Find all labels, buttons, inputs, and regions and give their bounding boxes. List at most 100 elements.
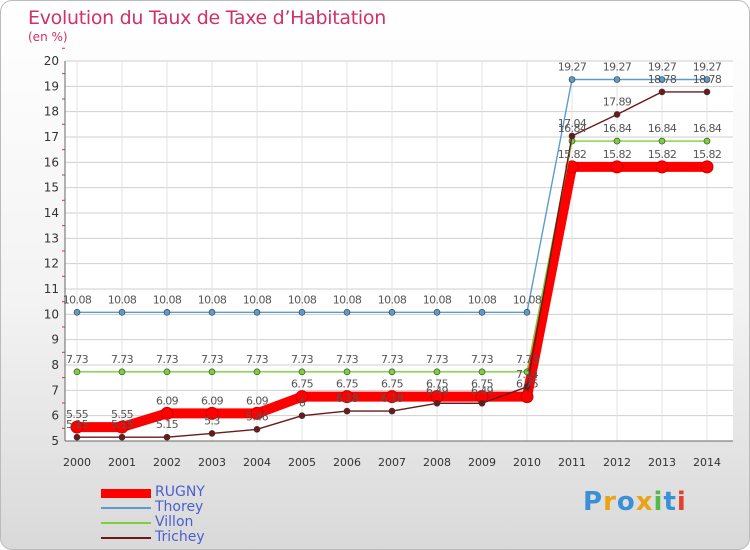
data-point	[385, 390, 399, 404]
y-tick-label: 8	[51, 358, 59, 372]
data-label: 6.49	[471, 384, 494, 397]
data-point	[73, 433, 81, 441]
data-label: 6.75	[381, 378, 404, 391]
data-point	[70, 420, 84, 434]
data-label: 18.78	[648, 73, 677, 86]
data-label: 10.08	[468, 293, 497, 306]
data-point	[163, 368, 171, 376]
data-point	[253, 426, 261, 433]
data-label: 10.08	[513, 293, 542, 306]
y-tick-label: 20	[44, 54, 59, 68]
data-point	[568, 76, 576, 83]
data-label: 5.15	[66, 418, 89, 431]
y-tick-label: 19	[44, 79, 59, 93]
data-point	[295, 390, 309, 404]
x-tick-label: 2002	[153, 456, 181, 469]
legend-label: Villon	[155, 514, 194, 530]
data-label: 6.18	[381, 392, 404, 405]
data-label: 16.84	[558, 122, 587, 135]
data-point	[163, 433, 171, 441]
y-tick-label: 14	[44, 206, 59, 220]
data-label: 6.75	[516, 378, 539, 391]
y-tick-label: 15	[44, 181, 59, 195]
y-tick-label: 13	[44, 231, 59, 245]
x-tick-label: 2011	[558, 456, 586, 469]
data-point	[388, 368, 396, 376]
data-point	[343, 309, 351, 316]
data-point	[253, 368, 261, 376]
brand-letter: r	[603, 487, 617, 517]
data-label: 10.08	[63, 293, 92, 306]
data-point	[613, 137, 621, 145]
data-point	[250, 406, 264, 420]
data-point	[610, 160, 624, 174]
data-label: 5.15	[156, 418, 179, 431]
x-tick-label: 2009	[468, 456, 496, 469]
legend-swatch	[101, 537, 151, 539]
brand-letter: t	[663, 487, 677, 517]
y-tick-label: 17	[44, 130, 59, 144]
data-point	[73, 309, 81, 316]
legend-label: Thorey	[155, 499, 204, 515]
x-tick-label: 2012	[603, 456, 631, 469]
data-point	[298, 309, 306, 316]
legend-label: RUGNY	[155, 484, 205, 500]
data-point	[613, 76, 621, 83]
x-tick-label: 2004	[243, 456, 271, 469]
data-point	[658, 137, 666, 145]
data-label: 10.08	[378, 293, 407, 306]
data-label: 10.08	[108, 293, 137, 306]
legend-label: Trichey	[155, 529, 205, 545]
data-label: 10.08	[333, 293, 362, 306]
data-point	[298, 412, 306, 419]
data-label: 7.73	[291, 353, 314, 366]
data-point	[523, 383, 531, 391]
data-label: 6.75	[336, 378, 359, 391]
data-label: 19.27	[603, 60, 632, 73]
data-point	[160, 406, 174, 420]
data-label: 7.73	[111, 353, 134, 366]
plot-area	[65, 61, 733, 441]
data-label: 7.73	[246, 353, 269, 366]
x-tick-label: 2014	[693, 456, 721, 469]
axes: 5 6 7 8 9 10 11 12 13 14 15 16 17 18 19 20 2000 2001 2002 2…	[44, 47, 733, 469]
data-label: 7.73	[381, 353, 404, 366]
data-label: 6.75	[471, 378, 494, 391]
data-label: 19.27	[693, 60, 722, 73]
data-label: 7.73	[156, 353, 179, 366]
data-label: 7.73	[426, 353, 449, 366]
legend-swatch	[101, 522, 151, 524]
chart-title: Evolution du Taux de Taxe d’Habitation	[28, 7, 386, 29]
data-point	[658, 76, 666, 83]
data-point	[343, 407, 351, 415]
data-label: 5.55	[111, 408, 134, 421]
x-tick-label: 2005	[288, 456, 316, 469]
x-tick-label: 2013	[648, 456, 676, 469]
data-point	[478, 368, 486, 376]
data-point	[343, 368, 351, 376]
data-label: 6	[299, 397, 306, 410]
y-tick-label: 5	[51, 434, 59, 448]
data-point	[340, 390, 354, 404]
data-point	[253, 309, 261, 316]
series-layer	[70, 76, 714, 441]
chart-unit-label: (en %)	[28, 30, 68, 44]
data-label: 6.49	[426, 384, 449, 397]
y-tick-label: 10	[44, 307, 59, 321]
data-label: 6.75	[426, 378, 449, 391]
data-point	[568, 132, 576, 140]
data-labels: 5.55 5.55 6.09 6.09 6.09 6.75 6.75 6.75 6.75 6.75…	[63, 60, 723, 431]
data-point	[205, 406, 219, 420]
data-point	[703, 137, 711, 145]
data-label: 16.84	[648, 122, 677, 135]
gridlines	[65, 60, 733, 442]
data-point	[433, 399, 441, 407]
data-point	[523, 309, 531, 316]
data-label: 15.82	[603, 148, 632, 161]
x-tick-label: 2000	[63, 456, 91, 469]
x-tick-label: 2006	[333, 456, 361, 469]
brand-letter: o	[616, 487, 636, 517]
y-tick-label: 7	[51, 383, 59, 397]
y-tick-label: 18	[44, 105, 59, 119]
